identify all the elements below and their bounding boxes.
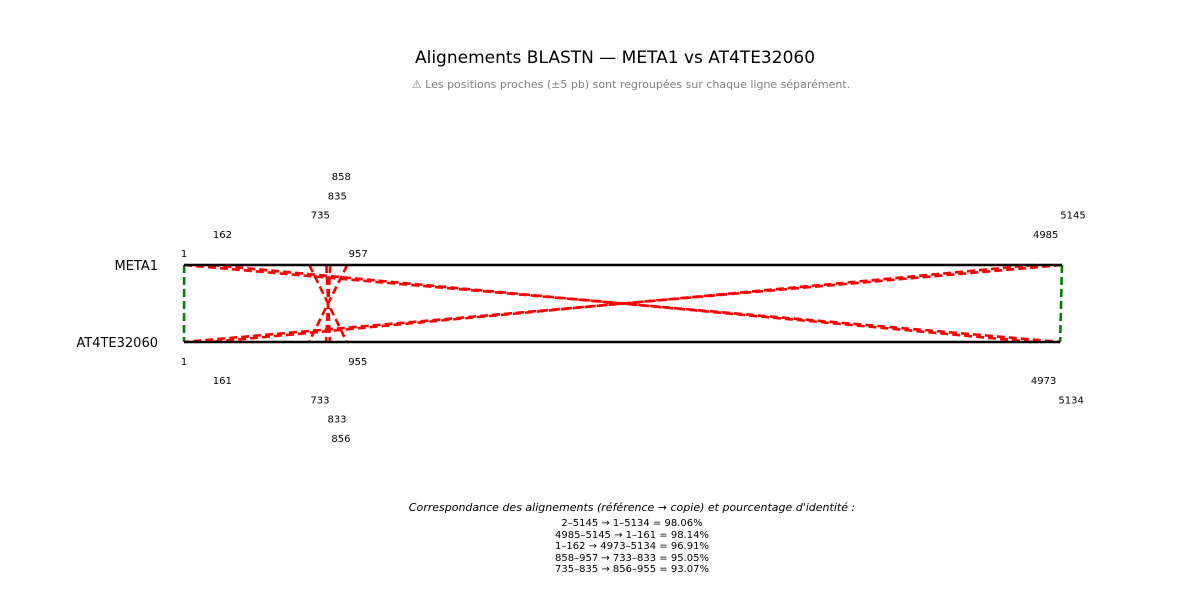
copy-position-label: 5134 <box>1058 395 1083 406</box>
alignment-link <box>325 264 332 343</box>
copy-position-label: 1 <box>181 357 187 368</box>
reference-position-label: 735 <box>311 211 330 222</box>
copy-position-label: 856 <box>331 434 350 445</box>
alignment-legend: Correspondance des alignements (référenc… <box>0 501 1200 576</box>
reference-position-label: 835 <box>328 191 347 202</box>
reference-position-label: 5145 <box>1060 211 1085 222</box>
reference-position-label: 1 <box>181 249 187 260</box>
legend-line: 2–5145 → 1–5134 = 98.06% <box>561 518 703 529</box>
reference-position-label: 4985 <box>1033 230 1058 241</box>
copy-position-label: 955 <box>348 357 367 368</box>
alignment-link <box>211 263 1033 344</box>
copy-position-label: 733 <box>310 395 329 406</box>
copy-sequence-name: AT4TE32060 <box>76 336 158 351</box>
reference-sequence-name: META1 <box>114 259 158 274</box>
copy-position-label: 161 <box>213 376 232 387</box>
sequence-lines: META1 AT4TE32060 <box>76 259 1062 351</box>
legend-line: 1–162 → 4973–5134 = 96.91% <box>555 541 709 553</box>
copy-position-label: 4973 <box>1031 376 1056 387</box>
alignment-link <box>1058 264 1064 343</box>
legend-line: 4985–5145 → 1–161 = 98.14% <box>555 529 709 541</box>
copy-position-label: 833 <box>327 415 346 426</box>
legend-line: 858–957 → 733–833 = 95.05% <box>555 552 709 564</box>
alignment-links <box>182 263 1064 344</box>
reference-position-label: 162 <box>213 230 232 241</box>
chart-title: Alignements BLASTN — META1 vs AT4TE32060 <box>414 48 816 68</box>
reference-position-label: 957 <box>349 249 368 260</box>
reference-position-label: 858 <box>332 172 351 183</box>
chart-subtitle: ⚠ Les positions proches (±5 pb) sont reg… <box>411 78 851 91</box>
legend-title: Correspondance des alignements (référenc… <box>408 501 856 514</box>
legend-line: 735–835 → 856–955 = 93.07% <box>555 564 709 576</box>
